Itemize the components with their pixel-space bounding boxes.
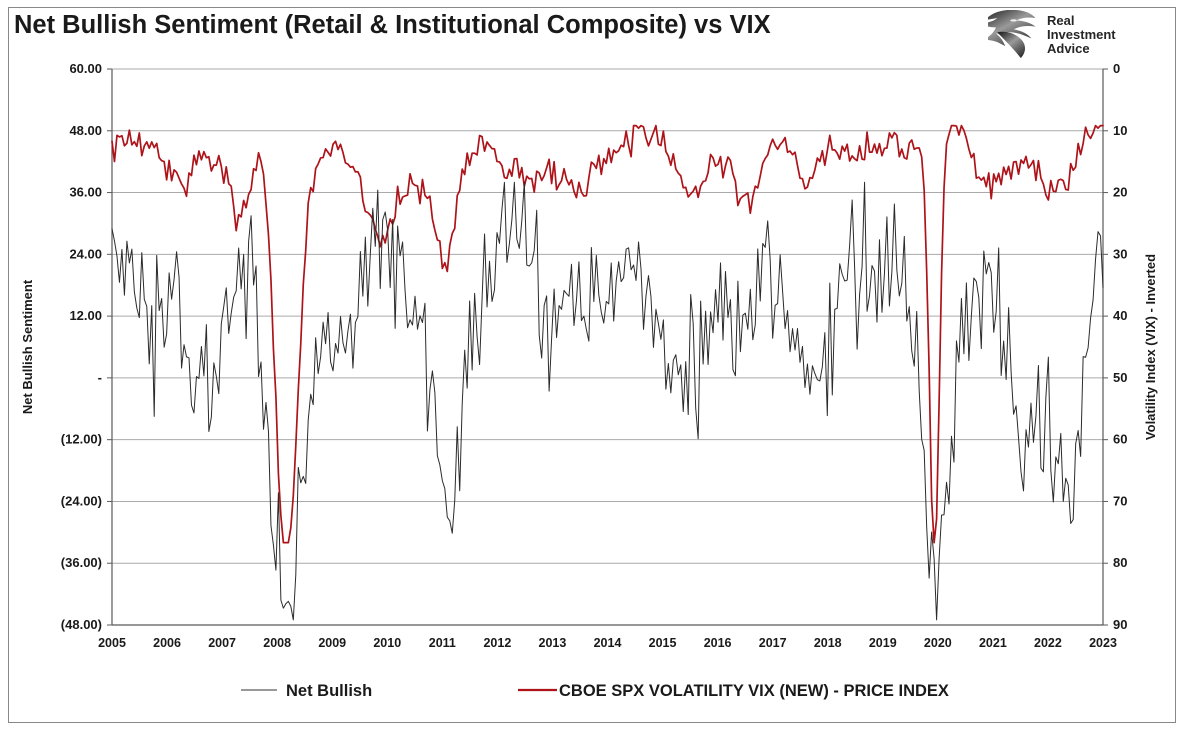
svg-text:2006: 2006	[153, 636, 181, 650]
svg-text:2021: 2021	[979, 636, 1007, 650]
svg-text:2012: 2012	[483, 636, 511, 650]
svg-text:30: 30	[1113, 246, 1127, 261]
svg-text:(48.00): (48.00)	[61, 617, 102, 632]
svg-text:80: 80	[1113, 555, 1127, 570]
svg-text:2023: 2023	[1089, 636, 1117, 650]
svg-text:(36.00): (36.00)	[61, 555, 102, 570]
svg-text:0: 0	[1113, 61, 1120, 76]
svg-text:2010: 2010	[373, 636, 401, 650]
svg-text:2018: 2018	[814, 636, 842, 650]
svg-text:60: 60	[1113, 432, 1127, 447]
svg-text:48.00: 48.00	[69, 123, 102, 138]
svg-text:2007: 2007	[208, 636, 236, 650]
svg-text:12.00: 12.00	[69, 308, 102, 323]
svg-text:50: 50	[1113, 370, 1127, 385]
svg-text:2005: 2005	[98, 636, 126, 650]
svg-text:Net Bullish: Net Bullish	[286, 682, 372, 700]
svg-text:-: -	[98, 370, 102, 385]
svg-text:60.00: 60.00	[69, 61, 102, 76]
svg-text:2011: 2011	[429, 636, 456, 650]
svg-text:2020: 2020	[924, 636, 952, 650]
svg-text:2019: 2019	[869, 636, 897, 650]
svg-text:20: 20	[1113, 185, 1127, 200]
svg-text:10: 10	[1113, 123, 1127, 138]
svg-text:(24.00): (24.00)	[61, 493, 102, 508]
svg-text:70: 70	[1113, 493, 1127, 508]
svg-text:2017: 2017	[759, 636, 787, 650]
svg-text:(12.00): (12.00)	[61, 432, 102, 447]
svg-text:40: 40	[1113, 308, 1127, 323]
svg-text:Volatility Index (VIX) - Inver: Volatility Index (VIX) - Inverted	[1143, 254, 1158, 440]
svg-text:2009: 2009	[318, 636, 346, 650]
svg-text:Net Bullish Sentiment: Net Bullish Sentiment	[20, 279, 35, 414]
svg-text:90: 90	[1113, 617, 1127, 632]
svg-text:24.00: 24.00	[69, 246, 102, 261]
svg-text:2016: 2016	[704, 636, 732, 650]
svg-text:2013: 2013	[539, 636, 567, 650]
svg-text:36.00: 36.00	[69, 185, 102, 200]
svg-text:2022: 2022	[1034, 636, 1062, 650]
svg-text:2015: 2015	[649, 636, 677, 650]
svg-text:2014: 2014	[594, 636, 622, 650]
svg-text:CBOE SPX VOLATILITY VIX (NEW): CBOE SPX VOLATILITY VIX (NEW) - PRICE IN…	[559, 682, 949, 700]
svg-text:2008: 2008	[263, 636, 291, 650]
